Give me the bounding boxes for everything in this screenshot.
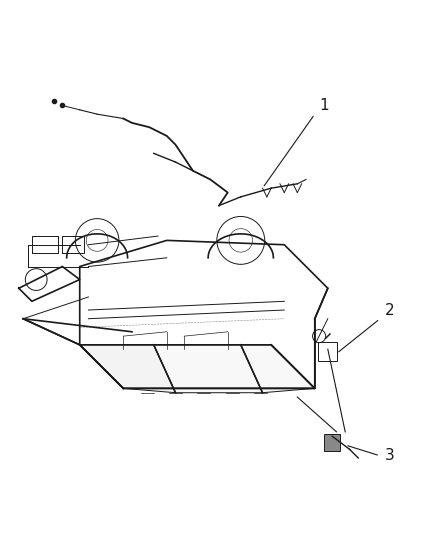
Text: 1: 1 [319,98,329,113]
Polygon shape [241,345,315,393]
Text: 2: 2 [385,303,394,318]
Text: 3: 3 [385,448,394,463]
Polygon shape [80,345,176,393]
Polygon shape [154,345,262,393]
Bar [324,434,340,451]
